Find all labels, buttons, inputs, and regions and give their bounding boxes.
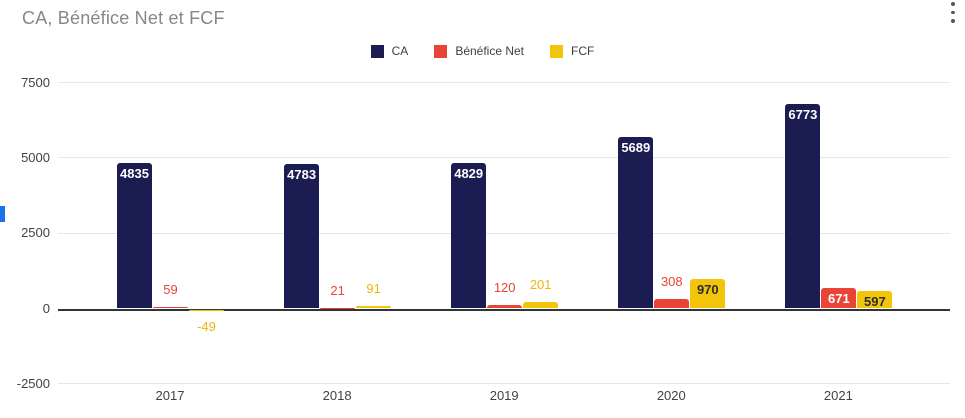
bar-b-n-fice-net-2021[interactable] [821,288,857,309]
value-label-fcf-2019: 201 [529,277,552,293]
bar-ca-2018[interactable] [284,164,320,309]
value-label-b-n-fice-net-2017: 59 [163,281,178,297]
gridline [58,82,950,83]
bar-b-n-fice-net-2020[interactable] [654,299,690,309]
bar-fcf-2020[interactable] [690,279,726,309]
bar-ca-2019[interactable] [451,162,487,309]
value-label-fcf-2020: 970 [696,282,719,298]
bar-ca-2021[interactable] [785,104,821,309]
legend-label: FCF [571,44,595,58]
gridline [58,383,950,385]
legend-swatch-ca [370,44,384,58]
value-label-b-n-fice-net-2021: 671 [828,291,850,307]
bar-b-n-fice-net-2018[interactable] [320,307,356,309]
gridline [58,157,950,159]
chart-legend: CA Bénéfice Net FCF [0,43,965,59]
value-label-ca-2021: 6773 [788,107,818,123]
bar-fcf-2019[interactable] [523,302,559,309]
y-axis-tick-label: -2500 [16,375,50,391]
value-label-ca-2017: 4835 [120,165,149,181]
value-label-b-n-fice-net-2018: 21 [330,282,345,298]
x-axis-tick-label: 2021 [823,388,853,403]
value-label-ca-2019: 4829 [454,165,484,181]
legend-item-ca[interactable]: CA [370,44,409,58]
bar-b-n-fice-net-2017[interactable] [153,306,188,309]
legend-swatch-fcf [550,44,564,58]
bar-fcf-2017[interactable] [189,310,224,312]
y-axis-tick-label: 5000 [21,149,50,165]
y-axis-tick-label: 2500 [21,225,50,241]
x-axis-tick-label: 2019 [489,388,519,403]
bar-fcf-2021[interactable] [857,290,893,309]
chart-options-button[interactable] [944,0,962,28]
x-axis-tick-label: 2017 [155,388,185,403]
bar-fcf-2018[interactable] [356,305,392,309]
legend-swatch-b-n-fice-net [434,44,448,58]
chart-title: CA, Bénéfice Net et FCF [22,8,225,28]
legend-label: CA [391,44,409,58]
value-label-b-n-fice-net-2019: 120 [493,279,516,295]
bar-ca-2017[interactable] [117,162,152,309]
gridline [58,232,950,234]
x-axis-line [58,308,950,311]
legend-label: Bénéfice Net [455,44,525,58]
value-label-fcf-2018: 91 [366,280,381,296]
bar-b-n-fice-net-2019[interactable] [487,304,523,309]
x-axis-tick-label: 2020 [656,388,686,403]
bar-ca-2020[interactable] [618,137,654,309]
value-label-ca-2018: 4783 [287,167,317,183]
y-axis-tick-label: 0 [42,300,50,316]
value-label-b-n-fice-net-2020: 308 [660,274,683,290]
left-edge-selection-handle [0,206,5,222]
legend-item-fcf[interactable]: FCF [550,44,594,58]
x-axis-tick-label: 2018 [322,388,352,403]
value-label-fcf-2021: 597 [864,293,886,309]
y-axis-tick-label: 7500 [21,74,50,90]
value-label-fcf-2017: -49 [197,319,216,335]
value-label-ca-2020: 5689 [621,140,651,156]
legend-item-b-n-fice-net[interactable]: Bénéfice Net [434,44,524,58]
